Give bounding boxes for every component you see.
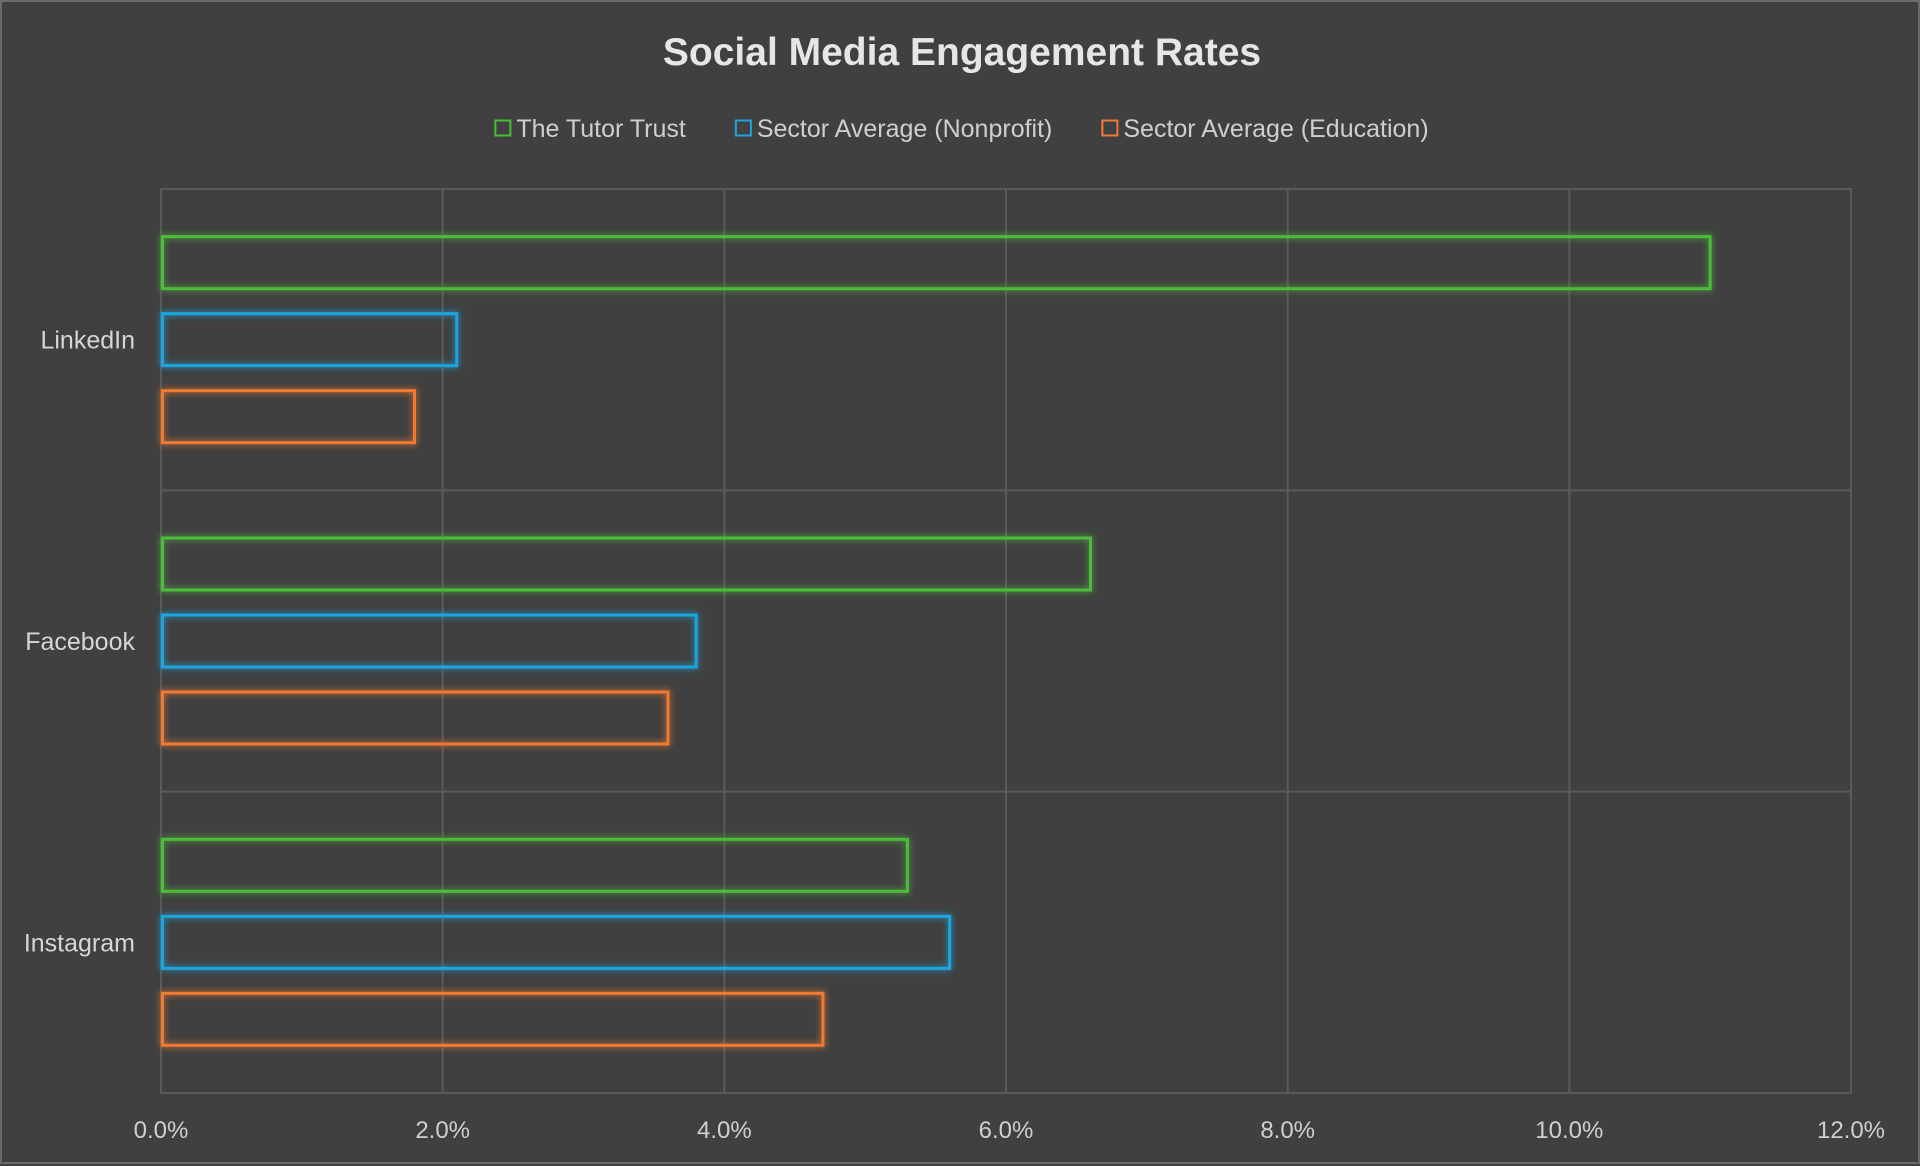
legend-label: The Tutor Trust (516, 115, 686, 143)
y-axis-category-labels: LinkedIn Facebook Instagram (24, 327, 136, 958)
bar-linkedin-2 (161, 312, 459, 368)
x-tick-label: 10.0% (1535, 1117, 1603, 1144)
bar-facebook-2 (161, 613, 698, 669)
legend-item: Sector Average (Education) (1101, 115, 1429, 143)
x-axis-tick-labels: 0.0% 2.0% 4.0% 6.0% 8.0% 10.0% 12.0% (134, 1117, 1885, 1144)
y-category-label: LinkedIn (40, 327, 135, 355)
legend-swatch (734, 119, 752, 137)
bar-facebook-1 (161, 536, 1092, 592)
x-tick-label: 8.0% (1260, 1117, 1315, 1144)
bar-linkedin-1 (161, 235, 1712, 291)
legend-item: Sector Average (Nonprofit) (734, 115, 1053, 143)
x-tick-label: 6.0% (979, 1117, 1034, 1144)
legend-label: Sector Average (Education) (1123, 115, 1428, 143)
legend-label: Sector Average (Nonprofit) (757, 115, 1053, 143)
legend-swatch (1101, 119, 1119, 137)
x-tick-label: 0.0% (134, 1117, 189, 1144)
x-tick-label: 4.0% (697, 1117, 752, 1144)
y-category-label: Facebook (25, 628, 135, 656)
bar-instagram-3 (161, 991, 825, 1047)
y-category-label: Instagram (24, 929, 135, 957)
legend-item: The Tutor Trust (494, 115, 686, 143)
legend: The Tutor Trust Sector Average (Nonprofit… (494, 115, 1429, 143)
bar-facebook-3 (161, 690, 670, 746)
bar-instagram-2 (161, 914, 952, 970)
chart-title: Social Media Engagement Rates (663, 31, 1261, 74)
bar-instagram-1 (161, 837, 909, 893)
bars (161, 235, 1712, 1047)
bar-linkedin-3 (161, 389, 416, 445)
x-tick-label: 2.0% (415, 1117, 470, 1144)
gridlines (160, 188, 1852, 1094)
x-tick-label: 12.0% (1817, 1117, 1885, 1144)
legend-swatch (494, 119, 512, 137)
